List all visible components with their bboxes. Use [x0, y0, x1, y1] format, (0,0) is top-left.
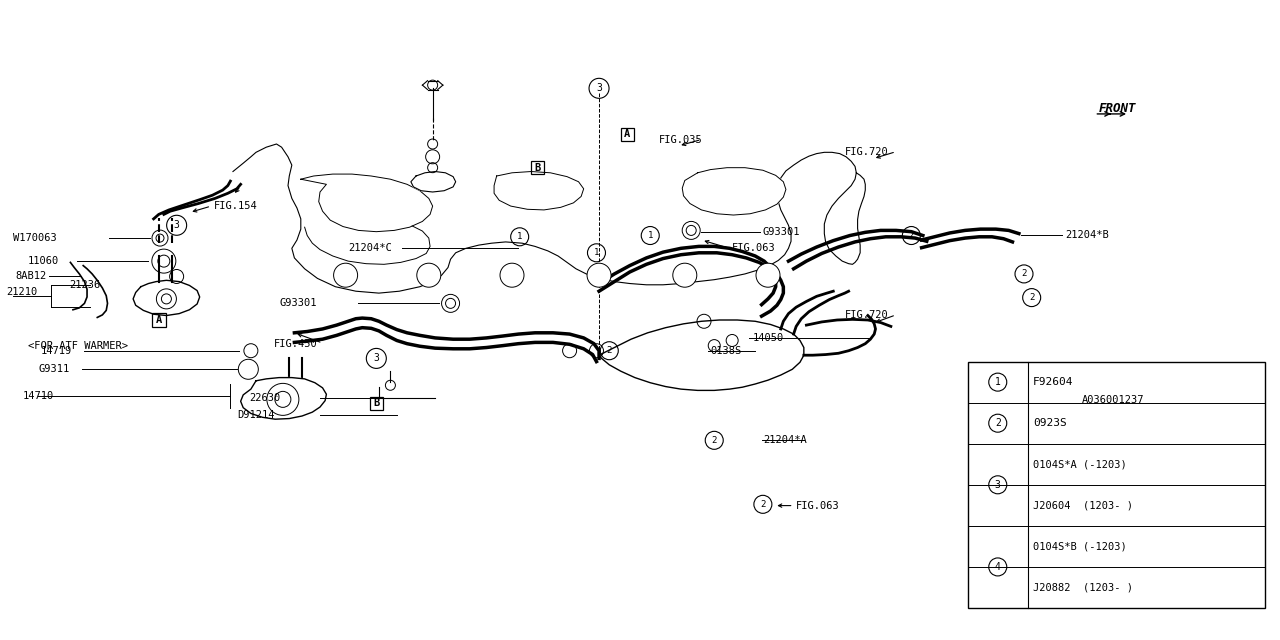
- Text: 0104S*A (-1203): 0104S*A (-1203): [1033, 460, 1126, 469]
- Text: F92604: F92604: [1033, 377, 1074, 387]
- Text: G93301: G93301: [279, 298, 316, 308]
- Text: FRONT: FRONT: [1098, 102, 1135, 115]
- Text: 1: 1: [594, 248, 599, 257]
- Text: 2: 2: [909, 231, 914, 240]
- Bar: [152, 313, 165, 327]
- Bar: [968, 362, 1265, 608]
- Text: J20604  (1203- ): J20604 (1203- ): [1033, 500, 1133, 510]
- Text: W170063: W170063: [13, 233, 56, 243]
- Polygon shape: [305, 226, 430, 264]
- Polygon shape: [682, 168, 786, 215]
- Polygon shape: [301, 174, 433, 232]
- Text: 2: 2: [995, 418, 1001, 428]
- Text: 22630: 22630: [250, 393, 280, 403]
- Text: FIG.154: FIG.154: [214, 201, 257, 211]
- Circle shape: [588, 263, 611, 287]
- Text: 4: 4: [995, 562, 1001, 572]
- Text: A036001237: A036001237: [1082, 395, 1144, 405]
- Polygon shape: [241, 378, 326, 419]
- Polygon shape: [411, 172, 456, 192]
- Circle shape: [673, 263, 696, 287]
- Text: 1: 1: [995, 377, 1001, 387]
- Text: <FOR ATF WARMER>: <FOR ATF WARMER>: [28, 340, 128, 351]
- Text: 11060: 11060: [28, 256, 59, 266]
- Text: 2: 2: [1029, 293, 1034, 302]
- Text: A: A: [156, 315, 161, 325]
- Text: FIG.035: FIG.035: [659, 134, 703, 145]
- Text: FIG.450: FIG.450: [274, 339, 317, 349]
- Circle shape: [268, 383, 300, 415]
- Text: 21204*A: 21204*A: [763, 435, 806, 445]
- Text: 0923S: 0923S: [1033, 418, 1066, 428]
- Text: 2: 2: [607, 346, 612, 355]
- Text: 3: 3: [374, 353, 379, 364]
- Circle shape: [500, 263, 524, 287]
- Text: FIG.063: FIG.063: [732, 243, 776, 253]
- Text: D91214: D91214: [237, 410, 274, 420]
- Text: 1: 1: [648, 231, 653, 240]
- Polygon shape: [133, 280, 200, 316]
- Text: 2: 2: [760, 500, 765, 509]
- Text: B: B: [535, 163, 540, 173]
- Text: 21236: 21236: [69, 280, 100, 290]
- Text: FIG.720: FIG.720: [845, 310, 888, 320]
- Text: 0104S*B (-1203): 0104S*B (-1203): [1033, 541, 1126, 552]
- Bar: [370, 397, 383, 410]
- Bar: [621, 128, 634, 141]
- Text: 0138S: 0138S: [710, 346, 741, 356]
- Text: 1: 1: [517, 232, 522, 241]
- Polygon shape: [494, 172, 584, 210]
- Polygon shape: [233, 144, 865, 293]
- Circle shape: [756, 263, 780, 287]
- Circle shape: [334, 263, 357, 287]
- Bar: [531, 161, 544, 174]
- Text: B: B: [374, 398, 379, 408]
- Polygon shape: [599, 320, 804, 390]
- Text: 14719: 14719: [41, 346, 72, 356]
- Text: FIG.063: FIG.063: [796, 500, 840, 511]
- Text: 3: 3: [174, 220, 179, 230]
- Text: 21204*B: 21204*B: [1065, 230, 1108, 240]
- Text: 14710: 14710: [23, 390, 54, 401]
- Text: G9311: G9311: [38, 364, 69, 374]
- Text: G93301: G93301: [763, 227, 800, 237]
- Text: 21210: 21210: [6, 287, 37, 298]
- Text: FIG.720: FIG.720: [845, 147, 888, 157]
- Text: 2: 2: [1021, 269, 1027, 278]
- Text: 3: 3: [995, 480, 1001, 490]
- Circle shape: [417, 263, 440, 287]
- Text: 2: 2: [712, 436, 717, 445]
- Text: 14050: 14050: [753, 333, 783, 343]
- Text: 3: 3: [596, 83, 602, 93]
- Text: J20882  (1203- ): J20882 (1203- ): [1033, 582, 1133, 593]
- Text: 21204*C: 21204*C: [348, 243, 392, 253]
- Text: 8AB12: 8AB12: [15, 271, 46, 282]
- Text: A: A: [625, 129, 630, 140]
